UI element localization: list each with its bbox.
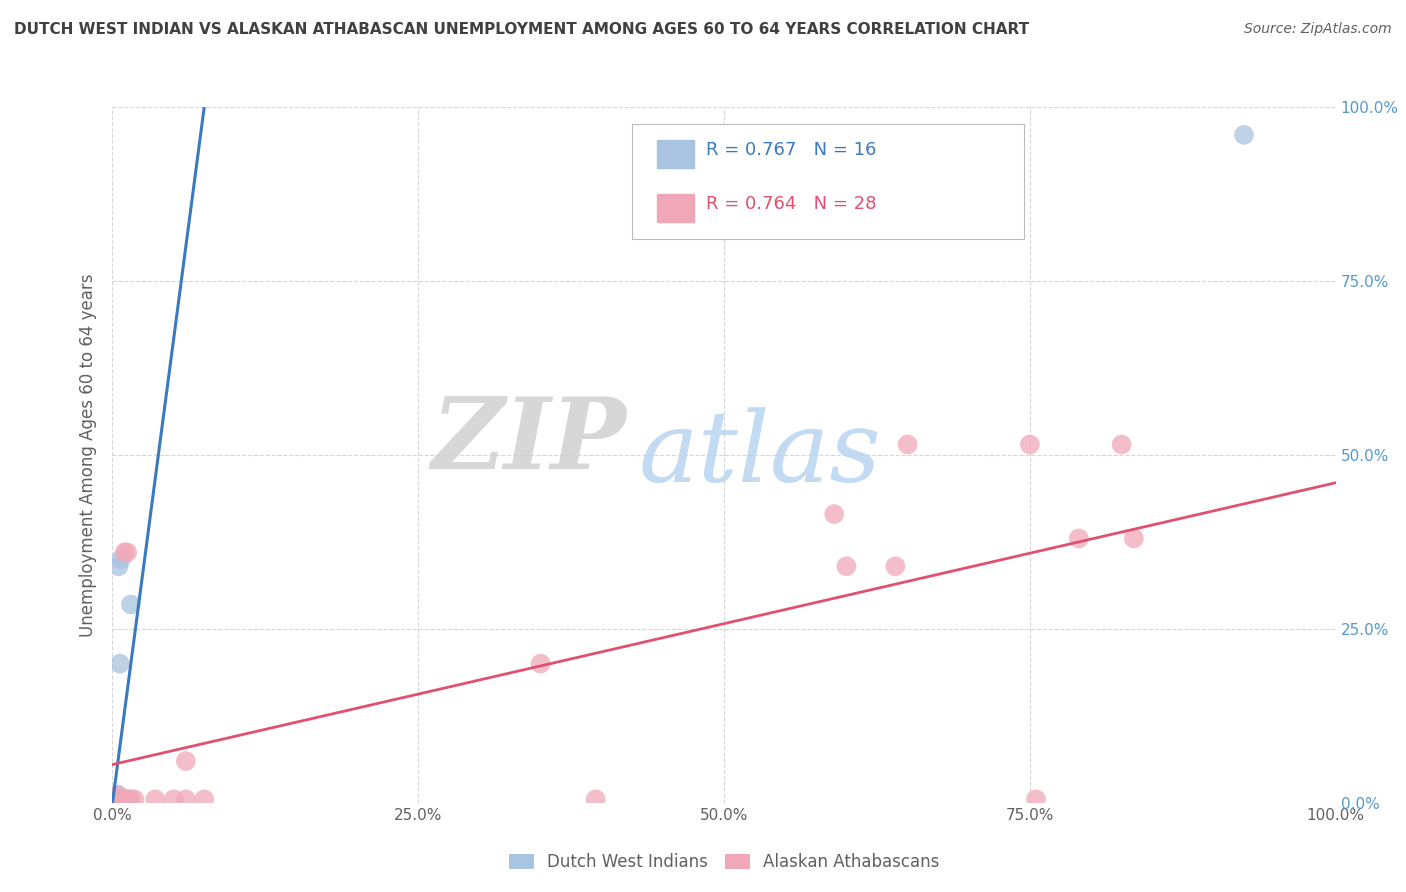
Point [120, 792, 142, 806]
Point [105, 792, 128, 806]
Point [174, 792, 197, 806]
Point [108, 792, 131, 806]
Point [112, 792, 135, 806]
Point [823, 507, 845, 521]
Point [105, 788, 128, 802]
Point [114, 545, 136, 559]
Legend: Dutch West Indians, Alaskan Athabascans: Dutch West Indians, Alaskan Athabascans [502, 847, 946, 878]
Point [143, 792, 166, 806]
Text: ZIP: ZIP [432, 392, 626, 489]
Point [585, 792, 607, 806]
Point [1233, 128, 1256, 142]
Point [110, 552, 132, 566]
Point [115, 792, 138, 806]
Text: R = 0.764   N = 28: R = 0.764 N = 28 [706, 195, 876, 213]
FancyBboxPatch shape [633, 125, 1024, 239]
Point [529, 657, 551, 671]
Point [112, 792, 135, 806]
Point [115, 545, 138, 559]
Point [193, 792, 215, 806]
Point [110, 792, 132, 806]
Point [1122, 532, 1144, 546]
Point [108, 792, 131, 806]
Text: R = 0.767   N = 16: R = 0.767 N = 16 [706, 141, 876, 159]
Point [105, 790, 128, 805]
Text: Source: ZipAtlas.com: Source: ZipAtlas.com [1244, 22, 1392, 37]
Bar [657, 140, 693, 169]
Point [1111, 437, 1133, 451]
Point [105, 792, 128, 806]
Point [105, 792, 128, 806]
Point [111, 792, 134, 806]
Y-axis label: Unemployment Among Ages 60 to 64 years: Unemployment Among Ages 60 to 64 years [79, 273, 97, 637]
Point [1018, 437, 1040, 451]
Point [1025, 792, 1047, 806]
Text: DUTCH WEST INDIAN VS ALASKAN ATHABASCAN UNEMPLOYMENT AMONG AGES 60 TO 64 YEARS C: DUTCH WEST INDIAN VS ALASKAN ATHABASCAN … [14, 22, 1029, 37]
Point [104, 792, 127, 806]
Point [104, 792, 127, 806]
Point [1067, 532, 1090, 546]
Point [111, 792, 134, 806]
Point [835, 559, 858, 574]
Point [124, 792, 146, 806]
Point [108, 657, 131, 671]
Point [114, 792, 136, 806]
Point [117, 792, 139, 806]
Text: atlas: atlas [638, 408, 882, 502]
Point [174, 754, 197, 768]
Point [107, 789, 129, 803]
Point [107, 559, 129, 574]
Bar [657, 194, 693, 222]
Point [107, 792, 129, 806]
Point [884, 559, 907, 574]
Point [120, 598, 142, 612]
Point [897, 437, 920, 451]
Point [163, 792, 186, 806]
